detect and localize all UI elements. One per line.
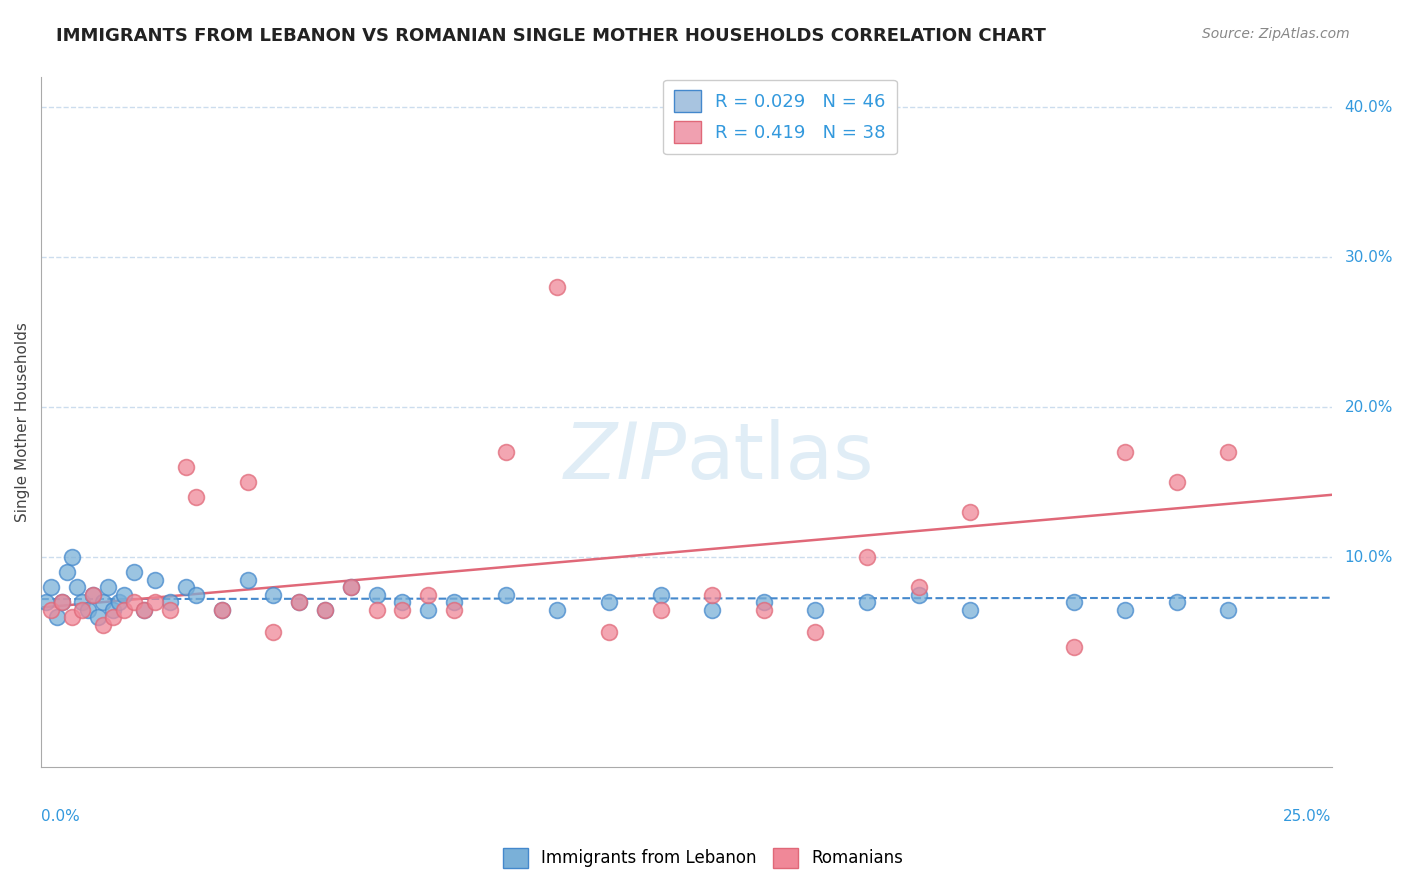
Point bbox=[112, 588, 135, 602]
Point bbox=[60, 610, 83, 624]
Point bbox=[340, 580, 363, 594]
Text: 0.0%: 0.0% bbox=[41, 809, 80, 823]
Point bbox=[41, 603, 63, 617]
Point bbox=[262, 625, 284, 640]
Point bbox=[159, 603, 181, 617]
Point bbox=[35, 595, 58, 609]
Point bbox=[443, 595, 465, 609]
Text: ZIP: ZIP bbox=[564, 419, 686, 495]
Legend: Immigrants from Lebanon, Romanians: Immigrants from Lebanon, Romanians bbox=[496, 841, 910, 875]
Point bbox=[856, 595, 879, 609]
Point bbox=[1114, 445, 1136, 459]
Point bbox=[1114, 603, 1136, 617]
Point bbox=[1166, 595, 1188, 609]
Point bbox=[134, 603, 156, 617]
Point bbox=[134, 603, 156, 617]
Point bbox=[598, 595, 620, 609]
Point bbox=[51, 595, 73, 609]
Point bbox=[650, 603, 672, 617]
Point bbox=[107, 595, 129, 609]
Point bbox=[546, 280, 568, 294]
Point bbox=[804, 603, 827, 617]
Point bbox=[76, 603, 98, 617]
Point bbox=[907, 580, 929, 594]
Point bbox=[288, 595, 311, 609]
Point bbox=[1218, 445, 1240, 459]
Point bbox=[366, 588, 388, 602]
Text: 30.0%: 30.0% bbox=[1344, 250, 1393, 265]
Point bbox=[262, 588, 284, 602]
Point bbox=[702, 588, 724, 602]
Point bbox=[45, 610, 67, 624]
Text: 25.0%: 25.0% bbox=[1284, 809, 1331, 823]
Point bbox=[122, 566, 145, 580]
Point bbox=[174, 460, 197, 475]
Point bbox=[288, 595, 311, 609]
Point bbox=[752, 603, 775, 617]
Point bbox=[314, 603, 336, 617]
Point bbox=[1063, 640, 1085, 655]
Point bbox=[97, 580, 120, 594]
Point bbox=[495, 445, 517, 459]
Point bbox=[87, 610, 110, 624]
Point bbox=[103, 603, 125, 617]
Point bbox=[907, 588, 929, 602]
Point bbox=[959, 505, 981, 519]
Point bbox=[159, 595, 181, 609]
Point bbox=[174, 580, 197, 594]
Point bbox=[546, 603, 568, 617]
Point bbox=[82, 588, 104, 602]
Text: 20.0%: 20.0% bbox=[1344, 400, 1393, 415]
Point bbox=[1166, 475, 1188, 490]
Point bbox=[1063, 595, 1085, 609]
Text: 40.0%: 40.0% bbox=[1344, 100, 1393, 115]
Point bbox=[91, 595, 114, 609]
Point bbox=[1218, 603, 1240, 617]
Point bbox=[856, 550, 879, 565]
Text: Source: ZipAtlas.com: Source: ZipAtlas.com bbox=[1202, 27, 1350, 41]
Point bbox=[650, 588, 672, 602]
Point bbox=[56, 566, 79, 580]
Point bbox=[443, 603, 465, 617]
Y-axis label: Single Mother Households: Single Mother Households bbox=[15, 322, 30, 523]
Point bbox=[122, 595, 145, 609]
Point bbox=[82, 588, 104, 602]
Point bbox=[41, 580, 63, 594]
Point bbox=[495, 588, 517, 602]
Point bbox=[211, 603, 233, 617]
Point bbox=[236, 475, 259, 490]
Point bbox=[184, 491, 207, 505]
Point bbox=[72, 595, 94, 609]
Point bbox=[143, 573, 166, 587]
Point bbox=[91, 617, 114, 632]
Point bbox=[112, 603, 135, 617]
Point bbox=[184, 588, 207, 602]
Point bbox=[72, 603, 94, 617]
Point bbox=[51, 595, 73, 609]
Point bbox=[598, 625, 620, 640]
Text: atlas: atlas bbox=[686, 419, 875, 495]
Point bbox=[418, 588, 440, 602]
Point bbox=[702, 603, 724, 617]
Point bbox=[143, 595, 166, 609]
Legend: R = 0.029   N = 46, R = 0.419   N = 38: R = 0.029 N = 46, R = 0.419 N = 38 bbox=[664, 79, 897, 154]
Point bbox=[103, 610, 125, 624]
Point bbox=[804, 625, 827, 640]
Point bbox=[391, 595, 413, 609]
Point bbox=[959, 603, 981, 617]
Point bbox=[314, 603, 336, 617]
Point bbox=[60, 550, 83, 565]
Text: IMMIGRANTS FROM LEBANON VS ROMANIAN SINGLE MOTHER HOUSEHOLDS CORRELATION CHART: IMMIGRANTS FROM LEBANON VS ROMANIAN SING… bbox=[56, 27, 1046, 45]
Point bbox=[752, 595, 775, 609]
Point bbox=[418, 603, 440, 617]
Point bbox=[211, 603, 233, 617]
Point bbox=[366, 603, 388, 617]
Point bbox=[66, 580, 89, 594]
Point bbox=[340, 580, 363, 594]
Text: 10.0%: 10.0% bbox=[1344, 549, 1393, 565]
Point bbox=[236, 573, 259, 587]
Point bbox=[391, 603, 413, 617]
